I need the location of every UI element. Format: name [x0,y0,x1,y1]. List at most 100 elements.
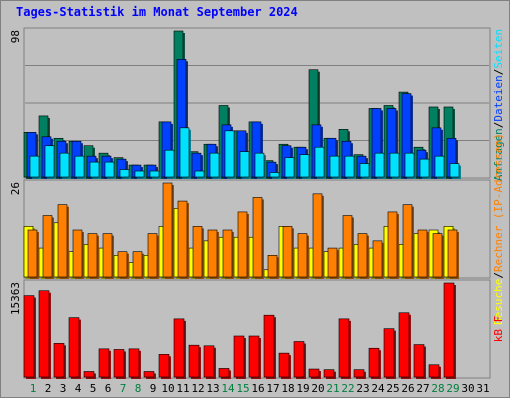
bar-visits-sites-rechneripadressen-day-18-face [282,226,293,278]
legend-kbytes: kB F [492,316,505,343]
bar-kbytes-kbf-day-9-face [143,371,155,378]
bar-visits-sites-rechneripadressen-day-22-face [342,215,353,278]
bar-kbytes-kbf-day-10 [158,354,171,379]
bar-hits-files-pages-seiten-day-12-face [194,170,205,178]
bar-visits-sites-rechneripadressen-day-13-face [207,229,218,278]
bar-visits-sites-rechneripadressen-day-17-face [267,255,278,278]
bar-kbytes-kbf-day-6 [98,348,111,379]
bar-hits-files-pages-seiten-day-27 [419,158,431,179]
bar-hits-files-pages-seiten-day-1-face [29,155,40,178]
bar-visits-sites-rechneripadressen-day-25-face [387,211,398,278]
bar-visits-sites-rechneripadressen-day-4 [72,229,84,279]
bar-kbytes-kbf-day-7-face [113,349,125,378]
bar-kbytes-kbf-day-8-face [128,348,140,378]
bar-kbytes-kbf-day-16-face [248,335,260,378]
bar-visits-sites-rechneripadressen-day-12-face [192,226,203,278]
day-label-2: 2 [45,382,52,395]
bar-hits-files-pages-seiten-day-29-face [449,163,460,178]
bar-visits-sites-rechneripadressen-day-2-face [42,215,53,278]
bar-visits-sites-rechneripadressen-day-6-face [102,233,113,278]
bar-hits-files-pages-seiten-day-24 [374,152,386,179]
legend-item-2: Rechner (IP-Adressen) [492,133,505,272]
bar-visits-sites-rechneripadressen-day-14 [222,229,234,279]
day-label-30: 30 [461,382,474,395]
bar-visits-sites-rechneripadressen-day-12 [192,226,204,279]
bar-hits-files-pages-seiten-day-23-face [359,163,370,178]
bar-hits-files-pages-seiten-day-19-face [299,154,310,178]
bar-visits-sites-rechneripadressen-day-18 [282,226,294,279]
bar-kbytes-kbf-day-5-face [83,371,95,378]
bar-kbytes-kbf-day-26 [398,312,411,379]
bar-kbytes-kbf-day-15 [233,335,246,379]
legend-item-1: / [492,272,505,279]
bar-kbytes-kbf-day-14 [218,368,231,379]
bar-kbytes-kbf-day-15-face [233,335,245,378]
bar-hits-files-pages-seiten-day-24-face [374,152,385,178]
bar-visits-sites-rechneripadressen-day-2 [42,215,54,279]
bar-kbytes-kbf-day-24-face [368,347,380,378]
day-label-6: 6 [105,382,112,395]
max-label-visits-sites: 26 [9,182,22,195]
bar-visits-sites-rechneripadressen-day-9-face [147,233,158,278]
bar-kbytes-kbf-day-25-face [383,328,395,378]
bar-visits-sites-rechneripadressen-day-7-face [117,251,128,278]
page-title: Tages-Statistik im Monat September 2024 [16,5,298,19]
bar-kbytes-kbf-day-20-face [308,368,320,378]
bar-visits-sites-rechneripadressen-day-7 [117,251,129,279]
bar-hits-files-pages-seiten-day-25-face [389,152,400,178]
bar-kbytes-kbf-day-2 [38,290,51,379]
bar-kbytes-kbf-day-4-face [68,317,80,378]
bar-visits-sites-rechneripadressen-day-28 [432,233,444,279]
bar-visits-sites-rechneripadressen-day-27 [417,229,429,279]
bar-visits-sites-rechneripadressen-day-17 [267,255,279,279]
bar-kbytes-kbf-day-28 [428,364,441,379]
day-label-25: 25 [386,382,399,395]
bar-hits-files-pages-seiten-day-3-face [59,152,70,178]
bar-kbytes-kbf-day-21-face [323,369,335,378]
legend-item-0: Besuche [492,279,505,325]
day-label-11: 11 [176,382,189,395]
day-label-16: 16 [251,382,264,395]
bar-kbytes-kbf-day-24 [368,347,381,379]
day-label-21: 21 [326,382,339,395]
bar-hits-files-pages-seiten-day-2 [44,145,56,179]
bar-kbytes-kbf-day-1-face [23,295,35,378]
bar-hits-files-pages-seiten-day-7 [119,169,131,179]
bar-kbytes-kbf-day-2-face [38,290,50,378]
day-label-12: 12 [191,382,204,395]
bar-hits-files-pages-seiten-day-13 [209,152,221,179]
day-label-18: 18 [281,382,294,395]
bar-kbytes-kbf-day-3 [53,343,66,379]
bar-hits-files-pages-seiten-day-11 [179,127,191,179]
bar-visits-sites-rechneripadressen-day-10-face [162,182,173,278]
bar-kbytes-kbf-day-7 [113,349,126,379]
bar-visits-sites-rechneripadressen-day-20-face [312,193,323,278]
bar-hits-files-pages-seiten-day-16-face [254,152,265,178]
bar-visits-sites-rechneripadressen-day-24 [372,240,384,279]
bar-kbytes-kbf-day-25 [383,328,396,379]
bar-visits-sites-rechneripadressen-day-28-face [432,233,443,278]
bar-visits-sites-rechneripadressen-day-11-face [177,200,188,278]
day-label-4: 4 [75,382,82,395]
bar-hits-files-pages-seiten-day-29 [449,163,461,179]
bar-hits-files-pages-seiten-day-5-face [89,161,100,178]
bar-kbytes-kbf-day-17 [263,314,276,379]
bar-kbytes-kbf-day-16 [248,335,261,379]
bar-visits-sites-rechneripadressen-day-26 [402,204,414,279]
bar-visits-sites-rechneripadressen-day-25 [387,211,399,279]
legend-item-0: kB F [492,316,505,343]
bar-kbytes-kbf-day-5 [83,371,96,379]
bar-kbytes-kbf-day-22 [338,318,351,379]
bar-hits-files-pages-seiten-day-21 [329,155,341,179]
bar-hits-files-pages-seiten-day-28 [434,155,446,179]
day-label-26: 26 [401,382,414,395]
bar-kbytes-kbf-day-29-face [443,282,455,378]
bar-hits-files-pages-seiten-day-14-face [224,130,235,178]
bar-kbytes-kbf-day-12-face [188,344,200,378]
bar-hits-files-pages-seiten-day-4 [74,155,86,179]
bar-hits-files-pages-seiten-day-6 [104,161,116,179]
legend-item-2: Dateien [492,75,505,121]
day-label-9: 9 [150,382,157,395]
max-label-hits-files-pages: 98 [9,30,22,43]
